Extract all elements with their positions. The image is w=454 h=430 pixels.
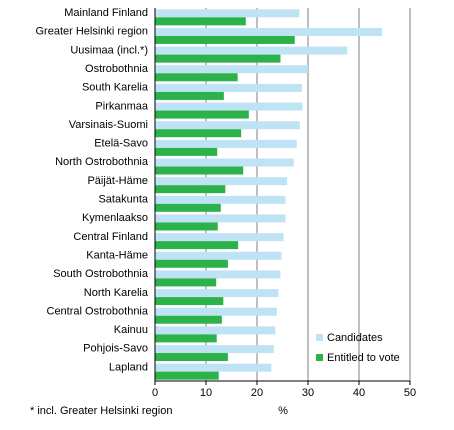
category-label-4: South Karelia xyxy=(82,82,149,94)
bar-entitled-13 xyxy=(155,259,228,268)
bar-candidates-5 xyxy=(155,102,303,111)
x-tick-label-50: 50 xyxy=(404,387,416,399)
x-tick-label-30: 30 xyxy=(302,387,314,399)
legend-label-1: Entitled to vote xyxy=(327,352,400,364)
category-labels: Mainland Finland Greater Helsinki region U… xyxy=(36,7,149,373)
category-label-2: Uusimaa (incl.*) xyxy=(70,44,148,56)
legend-label-0: Candidates xyxy=(327,332,383,344)
bar-candidates-4 xyxy=(155,83,302,92)
bar-candidates-8 xyxy=(155,158,294,167)
category-label-1: Greater Helsinki region xyxy=(36,26,149,38)
bar-entitled-9 xyxy=(155,185,226,194)
category-label-19: Lapland xyxy=(109,361,148,373)
bar-candidates-0 xyxy=(155,9,300,18)
category-label-8: North Ostrobothnia xyxy=(55,156,149,168)
bar-candidates-19 xyxy=(155,363,272,372)
category-label-13: Kanta-Häme xyxy=(86,249,148,261)
x-tick-label-20: 20 xyxy=(251,387,263,399)
bar-candidates-1 xyxy=(155,27,382,36)
bar-candidates-15 xyxy=(155,289,279,298)
category-label-14: South Ostrobothnia xyxy=(53,268,149,280)
category-label-16: Central Ostrobothnia xyxy=(47,305,149,317)
category-label-6: Varsinais-Suomi xyxy=(69,119,148,131)
bar-candidates-3 xyxy=(155,65,308,74)
category-label-3: Ostrobothnia xyxy=(85,63,149,75)
bar-entitled-3 xyxy=(155,73,238,82)
bar-entitled-7 xyxy=(155,147,218,156)
bar-candidates-6 xyxy=(155,121,300,130)
bar-entitled-19 xyxy=(155,371,219,380)
footnote: * incl. Greater Helsinki region xyxy=(30,405,172,417)
bar-entitled-14 xyxy=(155,278,217,287)
bar-entitled-12 xyxy=(155,241,239,250)
bar-entitled-16 xyxy=(155,315,222,324)
bar-candidates-16 xyxy=(155,307,277,316)
x-tick-label-40: 40 xyxy=(353,387,365,399)
category-label-17: Kainuu xyxy=(114,324,148,336)
bar-candidates-13 xyxy=(155,251,282,260)
category-label-10: Satakunta xyxy=(98,194,148,206)
x-tick-label-10: 10 xyxy=(200,387,212,399)
category-label-18: Pohjois-Savo xyxy=(83,343,148,355)
bar-candidates-2 xyxy=(155,46,348,55)
category-label-0: Mainland Finland xyxy=(64,7,148,19)
bar-candidates-11 xyxy=(155,214,286,223)
bar-entitled-0 xyxy=(155,17,246,26)
category-label-15: North Karelia xyxy=(84,287,149,299)
x-axis-unit: % xyxy=(278,405,288,417)
bar-entitled-10 xyxy=(155,203,221,212)
bars xyxy=(155,9,382,380)
category-label-12: Central Finland xyxy=(73,231,148,243)
category-label-11: Kymenlaakso xyxy=(82,212,148,224)
legend-swatch-1 xyxy=(316,354,323,361)
bar-entitled-4 xyxy=(155,91,224,100)
bar-candidates-18 xyxy=(155,345,274,354)
bar-entitled-8 xyxy=(155,166,244,175)
bar-entitled-5 xyxy=(155,110,249,119)
bar-candidates-7 xyxy=(155,139,297,148)
bar-entitled-6 xyxy=(155,129,242,138)
bar-candidates-12 xyxy=(155,233,284,242)
bar-candidates-10 xyxy=(155,195,286,204)
gridlines xyxy=(205,8,411,381)
x-axis: 0 10 20 30 40 50 xyxy=(152,8,416,399)
bar-candidates-9 xyxy=(155,177,288,186)
bar-entitled-15 xyxy=(155,297,224,306)
bar-candidates-14 xyxy=(155,270,281,279)
category-label-7: Etelä-Savo xyxy=(94,138,148,150)
legend: Candidates Entitled to vote xyxy=(316,332,400,364)
x-tick-label-0: 0 xyxy=(152,387,158,399)
bar-entitled-17 xyxy=(155,334,217,343)
bar-entitled-1 xyxy=(155,35,295,44)
bar-entitled-2 xyxy=(155,54,281,63)
legend-swatch-0 xyxy=(316,334,323,341)
bar-candidates-17 xyxy=(155,326,276,335)
category-label-9: Päijät-Häme xyxy=(87,175,148,187)
bar-entitled-11 xyxy=(155,222,218,231)
category-label-5: Pirkanmaa xyxy=(95,100,148,112)
bar-entitled-18 xyxy=(155,353,228,362)
